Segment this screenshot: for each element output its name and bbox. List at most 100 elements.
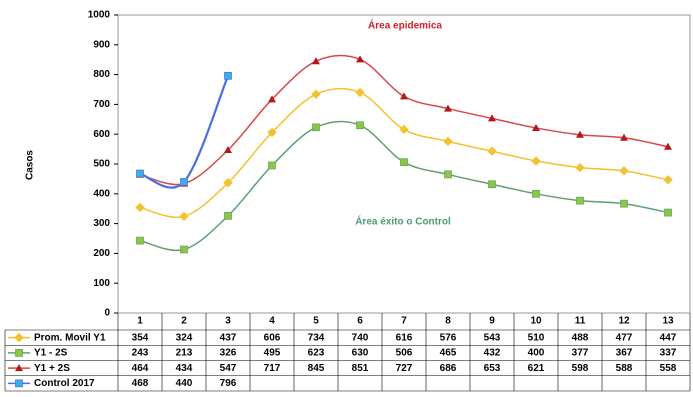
marker — [575, 162, 585, 173]
marker — [135, 202, 145, 213]
y-tick-label: 200 — [93, 248, 110, 259]
x-tick-label: 6 — [357, 316, 363, 327]
annotation: Área epidemica — [368, 19, 442, 32]
table-cell: 434 — [176, 363, 193, 374]
y-tick-label: 900 — [93, 39, 110, 50]
marker — [487, 146, 497, 156]
table-cell: 468 — [132, 378, 149, 389]
marker — [532, 189, 540, 198]
table-cell: 243 — [132, 348, 149, 359]
y-axis-label: Casos — [25, 150, 36, 180]
marker — [180, 245, 188, 254]
table-cell: 324 — [176, 332, 193, 343]
legend-label: Prom. Movil Y1 — [34, 332, 106, 343]
table-cell: 686 — [440, 363, 457, 374]
x-tick-label: 1 — [137, 316, 143, 327]
table-cell: 717 — [264, 363, 281, 374]
marker — [664, 208, 672, 217]
y-tick-label: 700 — [93, 99, 110, 110]
legend-marker — [15, 379, 23, 388]
legend-label: Y1 - 2S — [34, 348, 68, 359]
table-cell: 653 — [484, 363, 501, 374]
table-cell: 734 — [308, 332, 325, 343]
x-tick-label: 5 — [313, 316, 319, 327]
legend-marker — [14, 332, 24, 343]
marker — [619, 166, 629, 176]
marker — [664, 142, 672, 150]
marker — [312, 123, 320, 132]
table-cell: 354 — [132, 332, 149, 343]
table-cell: 213 — [176, 348, 193, 359]
table-cell: 740 — [352, 332, 369, 343]
table-cell: 598 — [572, 363, 589, 374]
marker — [400, 158, 408, 167]
table-cell: 547 — [220, 363, 237, 374]
legend-marker — [15, 364, 23, 372]
marker — [400, 92, 408, 100]
marker — [663, 175, 673, 185]
table-cell: 558 — [660, 363, 677, 374]
table-cell: 337 — [660, 348, 677, 359]
series-line — [139, 87, 669, 219]
table-cell: 495 — [264, 348, 281, 359]
y-tick-label: 400 — [93, 188, 110, 199]
x-tick-label: 9 — [489, 316, 495, 327]
table-cell: 576 — [440, 332, 457, 343]
marker — [136, 236, 144, 245]
table-cell: 623 — [308, 348, 325, 359]
marker — [312, 57, 320, 65]
marker — [224, 145, 232, 153]
table-cell: 465 — [440, 348, 457, 359]
table-cell: 727 — [396, 363, 413, 374]
marker — [443, 136, 453, 147]
table-cell: 506 — [396, 348, 413, 359]
table-cell: 630 — [352, 348, 369, 359]
legend-marker — [15, 349, 23, 357]
table-cell: 488 — [572, 332, 589, 343]
table-cell: 477 — [616, 332, 633, 343]
marker — [355, 87, 365, 98]
marker — [532, 123, 540, 131]
marker — [267, 127, 277, 138]
x-tick-label: 11 — [575, 316, 586, 327]
marker — [136, 169, 144, 178]
series-line — [139, 120, 669, 252]
annotation: Área éxito o Control — [355, 215, 451, 228]
marker — [223, 178, 233, 188]
marker — [356, 121, 364, 130]
y-tick-label: 800 — [93, 69, 110, 80]
x-tick-label: 2 — [181, 316, 187, 327]
y-tick-label: 0 — [104, 308, 110, 319]
table-cell: 464 — [132, 363, 149, 374]
y-tick-label: 100 — [93, 278, 110, 289]
marker — [180, 178, 188, 186]
marker — [576, 130, 584, 138]
x-tick-label: 12 — [618, 316, 630, 327]
table-cell: 447 — [660, 332, 677, 343]
marker — [399, 124, 409, 135]
x-tick-label: 4 — [269, 316, 275, 327]
table-cell: 326 — [220, 348, 237, 359]
table-cell: 851 — [352, 363, 369, 374]
legend-label: Control 2017 — [34, 378, 95, 389]
y-tick-label: 1000 — [88, 10, 111, 21]
table-cell: 543 — [484, 332, 501, 343]
marker — [531, 156, 541, 166]
table-cell: 606 — [264, 332, 281, 343]
marker — [444, 170, 452, 179]
marker — [311, 89, 321, 99]
series-line — [139, 75, 230, 189]
marker — [179, 211, 189, 222]
y-tick-label: 500 — [93, 159, 110, 170]
x-tick-label: 8 — [445, 316, 451, 327]
marker — [488, 114, 496, 122]
table-cell: 367 — [616, 348, 633, 359]
marker — [356, 55, 364, 63]
x-tick-label: 7 — [401, 316, 407, 327]
table-cell: 432 — [484, 348, 501, 359]
marker — [268, 95, 276, 103]
table-cell: 437 — [220, 332, 237, 343]
table-cell: 377 — [572, 348, 589, 359]
x-tick-label: 13 — [662, 316, 674, 327]
